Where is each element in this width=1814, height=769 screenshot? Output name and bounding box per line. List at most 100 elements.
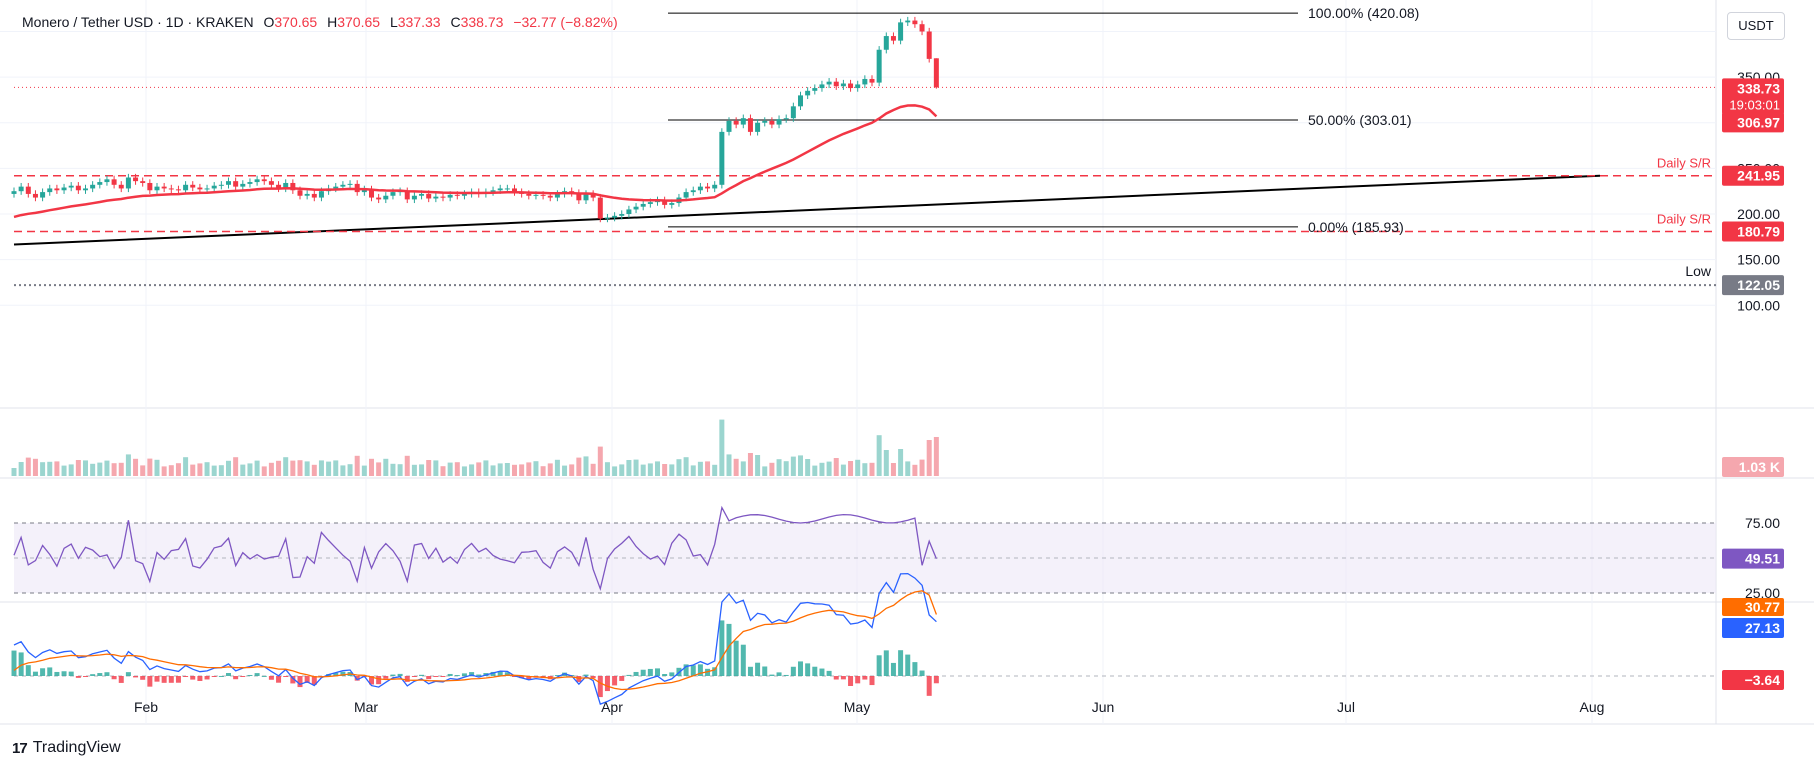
volume-bar bbox=[697, 461, 703, 476]
macd-histogram-bar bbox=[905, 654, 911, 676]
macd-histogram-bar bbox=[233, 676, 239, 680]
candle-body bbox=[183, 184, 189, 191]
volume-bar bbox=[619, 464, 625, 476]
macd-histogram-bar bbox=[597, 676, 603, 698]
support-resistance-label: Daily S/R bbox=[1657, 212, 1711, 227]
candle-body bbox=[168, 188, 174, 190]
volume-bar bbox=[268, 462, 274, 476]
candle-body bbox=[240, 183, 246, 187]
macd-histogram-bar bbox=[783, 674, 789, 676]
candle-body bbox=[218, 184, 224, 186]
volume-bar bbox=[218, 465, 224, 476]
macd-histogram-bar bbox=[154, 676, 160, 682]
countdown-tag: 19:03:01 bbox=[1729, 97, 1780, 112]
candle-body bbox=[233, 181, 239, 187]
candle-body bbox=[848, 83, 854, 89]
volume-bar bbox=[719, 419, 725, 476]
macd-histogram-bar bbox=[769, 674, 775, 676]
volume-pane[interactable] bbox=[11, 419, 939, 476]
volume-bar bbox=[440, 466, 446, 476]
macd-histogram-bar bbox=[276, 676, 282, 683]
volume-bar bbox=[68, 464, 74, 476]
macd-histogram-bar bbox=[883, 650, 889, 676]
candle-body bbox=[662, 200, 668, 205]
price-pane[interactable]: Daily S/R Daily S/R Low 100.00% (420.08) 50.… bbox=[0, 0, 1716, 724]
macd-histogram-bar bbox=[819, 668, 825, 676]
macd-histogram-bar bbox=[125, 672, 131, 676]
volume-bar bbox=[283, 457, 289, 476]
candle-body bbox=[669, 203, 675, 205]
macd-histogram-bar bbox=[32, 671, 38, 676]
tradingview-brand[interactable]: 17 TradingView bbox=[12, 739, 121, 757]
volume-bar bbox=[11, 468, 17, 476]
volume-bar bbox=[933, 436, 939, 476]
macd-pane[interactable] bbox=[11, 572, 1717, 705]
close-value: 338.73 bbox=[460, 14, 504, 30]
candle-body bbox=[211, 185, 217, 189]
candle-body bbox=[383, 195, 389, 200]
macd-histogram-bar bbox=[183, 676, 189, 677]
macd-histogram-bar bbox=[812, 666, 818, 676]
time-axis-label: Mar bbox=[354, 699, 378, 715]
rsi-pane[interactable] bbox=[13, 505, 1716, 594]
macd-histogram-bar bbox=[75, 676, 81, 678]
volume-bar bbox=[590, 463, 596, 476]
macd-histogram-bar bbox=[226, 673, 231, 676]
candle-body bbox=[376, 197, 382, 200]
volume-bar bbox=[118, 462, 124, 476]
macd-histogram-bar bbox=[833, 676, 839, 680]
candle-body bbox=[47, 188, 53, 193]
candle-body bbox=[311, 193, 317, 198]
macd-histogram-bar bbox=[18, 652, 24, 676]
macd-histogram-bar bbox=[604, 676, 610, 692]
price-axis[interactable]: 450.00400.00350.00300.00250.00200.00150.… bbox=[1722, 0, 1784, 690]
candle-body bbox=[440, 196, 446, 198]
macd-histogram-bar bbox=[268, 676, 274, 680]
macd-histogram-bar bbox=[240, 676, 246, 677]
volume-bar bbox=[426, 460, 432, 476]
macd-histogram-bar bbox=[25, 665, 31, 676]
candle-body bbox=[97, 182, 103, 185]
volume-bar bbox=[490, 465, 496, 476]
candle-body bbox=[133, 177, 139, 182]
candle-body bbox=[926, 31, 932, 59]
currency-button[interactable]: USDT bbox=[1727, 12, 1785, 40]
macd-histogram-bar bbox=[297, 676, 303, 688]
macd-histogram-bar bbox=[898, 650, 904, 676]
macd-histogram-bar bbox=[762, 666, 768, 676]
macd-histogram-bar bbox=[612, 676, 618, 686]
candle-body bbox=[32, 193, 38, 198]
candle-body bbox=[919, 24, 925, 32]
time-axis[interactable]: Feb Mar Apr May Jun Jul Aug bbox=[134, 699, 1605, 715]
volume-bar bbox=[926, 440, 932, 476]
volume-bar bbox=[390, 463, 396, 476]
macd-histogram-bar bbox=[740, 644, 746, 676]
macd-hist-tag-bg bbox=[1722, 670, 1784, 690]
low-value: 337.33 bbox=[397, 14, 441, 30]
macd-histogram-bar bbox=[140, 676, 146, 680]
low-price-tag-bg bbox=[1722, 275, 1784, 296]
volume-bar bbox=[862, 463, 868, 476]
time-axis-label: May bbox=[844, 699, 870, 715]
macd-histogram-bar bbox=[583, 674, 589, 676]
candle-body bbox=[512, 188, 517, 193]
candle-body bbox=[912, 20, 918, 25]
candle-body bbox=[798, 95, 803, 107]
candle-body bbox=[619, 214, 625, 216]
candle-body bbox=[369, 189, 374, 198]
macd-histogram-bar bbox=[354, 676, 360, 681]
ma-price-tag: 306.97 bbox=[1737, 114, 1780, 130]
chart-header: Monero / Tether USD · 1D · KRAKEN O370.6… bbox=[22, 14, 618, 30]
time-axis-label: Aug bbox=[1580, 699, 1605, 715]
volume-tag: 1.03 K bbox=[1739, 459, 1780, 475]
candle-body bbox=[726, 120, 732, 132]
volume-bar bbox=[783, 461, 789, 476]
macd-histogram-bar bbox=[733, 640, 739, 676]
volume-bar bbox=[576, 457, 582, 476]
fibonacci-label: 0.00% (185.93) bbox=[1308, 219, 1404, 235]
candle-body bbox=[705, 186, 711, 189]
candle-body bbox=[755, 122, 761, 132]
volume-bar bbox=[469, 464, 475, 476]
macd-histogram-bar bbox=[218, 675, 224, 677]
